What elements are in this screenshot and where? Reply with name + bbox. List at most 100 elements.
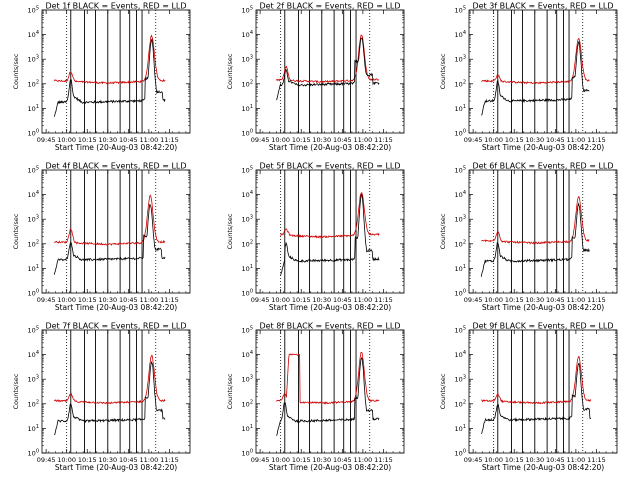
y-tick-label: 105 [455, 166, 466, 175]
y-tick-label: 105 [28, 6, 39, 15]
axes-frame [468, 329, 618, 454]
events-series-line [280, 193, 380, 276]
lld-series-line [481, 37, 590, 85]
y-tick-label: 103 [28, 55, 39, 64]
y-tick-label: 101 [242, 424, 253, 433]
panel-title: Det 3f BLACK = Events, RED = LLD [472, 2, 613, 11]
y-tick-label: 102 [28, 79, 39, 88]
y-axis-label: Counts/sec [439, 373, 447, 409]
x-tick-label: 10:00 [484, 296, 503, 304]
y-tick-label: 105 [455, 326, 466, 335]
y-axis-label: Counts/sec [12, 53, 20, 89]
x-tick-label: 09:45 [251, 136, 270, 144]
panel-title: Det 7f BLACK = Events, RED = LLD [45, 322, 186, 331]
y-tick-label: 102 [28, 399, 39, 408]
x-tick-label: 11:15 [374, 456, 393, 464]
y-tick-label: 101 [28, 104, 39, 113]
x-tick-label: 11:15 [374, 296, 393, 304]
y-tick-label: 100 [242, 449, 253, 458]
axes-frame [41, 169, 191, 294]
events-series-line [53, 361, 166, 436]
x-tick-label: 11:00 [354, 456, 373, 464]
y-tick-label: 100 [242, 129, 253, 138]
y-tick-label: 104 [242, 30, 253, 39]
y-tick-label: 104 [28, 190, 39, 199]
x-tick-label: 11:00 [140, 136, 159, 144]
x-axis-label: Start Time (20-Aug-03 08:42:20) [55, 143, 177, 152]
x-tick-label: 11:15 [587, 456, 606, 464]
x-tick-label: 10:00 [484, 136, 503, 144]
panel-2: 100 101 102 103 104 105 09:45 10:00 10:15 10:30 10… [226, 2, 405, 152]
panel-4: 100 101 102 103 104 105 09:45 10:00 10:15 10:30 10… [12, 162, 191, 312]
x-tick-label: 10:15 [505, 456, 524, 464]
x-tick-label: 11:00 [354, 136, 373, 144]
x-tick-label: 09:45 [37, 456, 56, 464]
y-tick-label: 103 [455, 375, 466, 384]
y-tick-label: 103 [455, 55, 466, 64]
x-tick-label: 10:15 [78, 296, 97, 304]
panel-8: 100 101 102 103 104 105 09:45 10:00 10:15 10:30 10… [226, 322, 405, 472]
y-tick-label: 101 [28, 424, 39, 433]
panel-title: Det 4f BLACK = Events, RED = LLD [45, 162, 186, 171]
x-tick-label: 11:00 [140, 296, 159, 304]
x-tick-label: 10:00 [271, 456, 290, 464]
y-tick-label: 103 [28, 215, 39, 224]
x-tick-label: 10:30 [525, 296, 544, 304]
x-tick-label: 09:45 [37, 136, 56, 144]
y-tick-label: 103 [242, 55, 253, 64]
axes-frame [468, 169, 618, 294]
panel-title: Det 6f BLACK = Events, RED = LLD [472, 162, 613, 171]
panel-title: Det 1f BLACK = Events, RED = LLD [45, 2, 186, 11]
x-axis-label: Start Time (20-Aug-03 08:42:20) [269, 303, 391, 312]
y-axis-label: Counts/sec [12, 213, 20, 249]
y-tick-label: 101 [455, 264, 466, 273]
lld-series-line [481, 195, 590, 245]
y-tick-label: 101 [455, 104, 466, 113]
x-tick-label: 10:15 [505, 136, 524, 144]
x-tick-label: 09:45 [464, 456, 483, 464]
y-tick-label: 104 [28, 30, 39, 39]
x-tick-label: 10:45 [333, 456, 352, 464]
axes-frame [41, 9, 191, 134]
x-tick-label: 10:00 [57, 296, 76, 304]
x-tick-label: 10:30 [312, 456, 331, 464]
x-tick-label: 09:45 [464, 296, 483, 304]
y-tick-label: 102 [455, 239, 466, 248]
x-tick-label: 11:15 [587, 136, 606, 144]
y-tick-label: 103 [28, 375, 39, 384]
lld-series-line [276, 351, 380, 405]
x-tick-label: 10:15 [292, 456, 311, 464]
y-tick-label: 104 [242, 350, 253, 359]
y-tick-label: 101 [455, 424, 466, 433]
x-tick-label: 10:45 [546, 296, 565, 304]
x-tick-label: 10:45 [333, 296, 352, 304]
x-tick-label: 09:45 [251, 456, 270, 464]
y-axis-label: Counts/sec [12, 373, 20, 409]
y-axis-label: Counts/sec [226, 213, 234, 249]
y-tick-label: 100 [455, 449, 466, 458]
events-series-line [276, 357, 380, 436]
y-tick-label: 103 [242, 375, 253, 384]
y-tick-label: 102 [455, 79, 466, 88]
x-tick-label: 10:30 [312, 136, 331, 144]
events-series-line [481, 41, 590, 116]
events-series-line [480, 362, 592, 435]
x-axis-label: Start Time (20-Aug-03 08:42:20) [482, 463, 604, 472]
y-tick-label: 104 [28, 350, 39, 359]
y-tick-label: 104 [242, 190, 253, 199]
panel-5: 100 101 102 103 104 105 09:45 10:00 10:15 10:30 10… [226, 162, 405, 312]
panel-title: Det 2f BLACK = Events, RED = LLD [259, 2, 400, 11]
y-tick-label: 102 [242, 239, 253, 248]
x-tick-label: 11:15 [160, 456, 179, 464]
y-tick-label: 101 [28, 264, 39, 273]
panel-6: 100 101 102 103 104 105 09:45 10:00 10:15 10:30 10… [439, 162, 618, 312]
lld-series-line [481, 355, 592, 405]
x-tick-label: 10:30 [525, 456, 544, 464]
x-tick-label: 11:00 [567, 456, 586, 464]
y-tick-label: 100 [28, 449, 39, 458]
x-tick-label: 11:00 [567, 296, 586, 304]
x-tick-label: 10:30 [98, 136, 117, 144]
x-tick-label: 10:15 [292, 136, 311, 144]
lld-series-line [53, 34, 166, 85]
x-axis-label: Start Time (20-Aug-03 08:42:20) [482, 143, 604, 152]
